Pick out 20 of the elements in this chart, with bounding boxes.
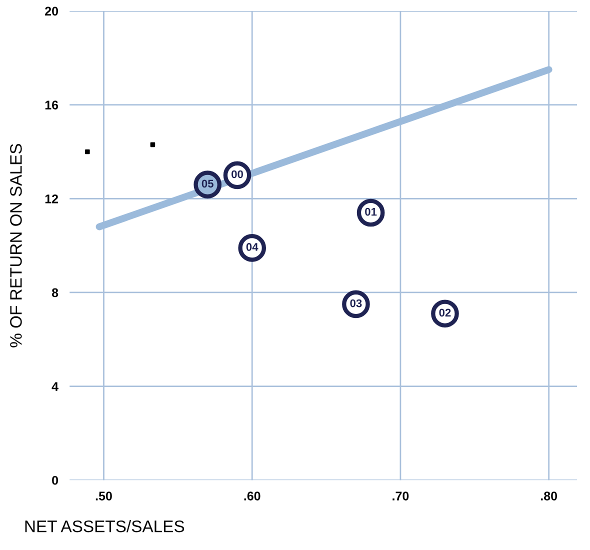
y-tick-label: 8 (52, 288, 58, 298)
y-tick-label: 12 (45, 194, 58, 204)
annotation: 02 (439, 308, 451, 317)
x-tick-label: .80 (540, 492, 558, 500)
x-tick-label: .60 (244, 492, 260, 500)
annotation: 03 (350, 299, 362, 308)
y-tick-label: 0 (52, 476, 58, 485)
y-axis-title: % OF RETURN ON SALES (10, 144, 22, 348)
annotation: 05 (202, 180, 214, 188)
x-tick-label: .50 (96, 492, 112, 500)
x-tick-label: .70 (392, 492, 409, 500)
x-axis-title: NET ASSETS/SALES (25, 520, 184, 532)
y-tick-label: 4 (52, 382, 58, 391)
point (85, 149, 90, 154)
point (150, 142, 156, 148)
annotation: 04 (246, 243, 258, 251)
y-tick-label: 20 (45, 6, 58, 16)
y-tick-label: 16 (45, 100, 58, 110)
annotation: 01 (365, 208, 377, 216)
annotation: 00 (232, 170, 243, 178)
